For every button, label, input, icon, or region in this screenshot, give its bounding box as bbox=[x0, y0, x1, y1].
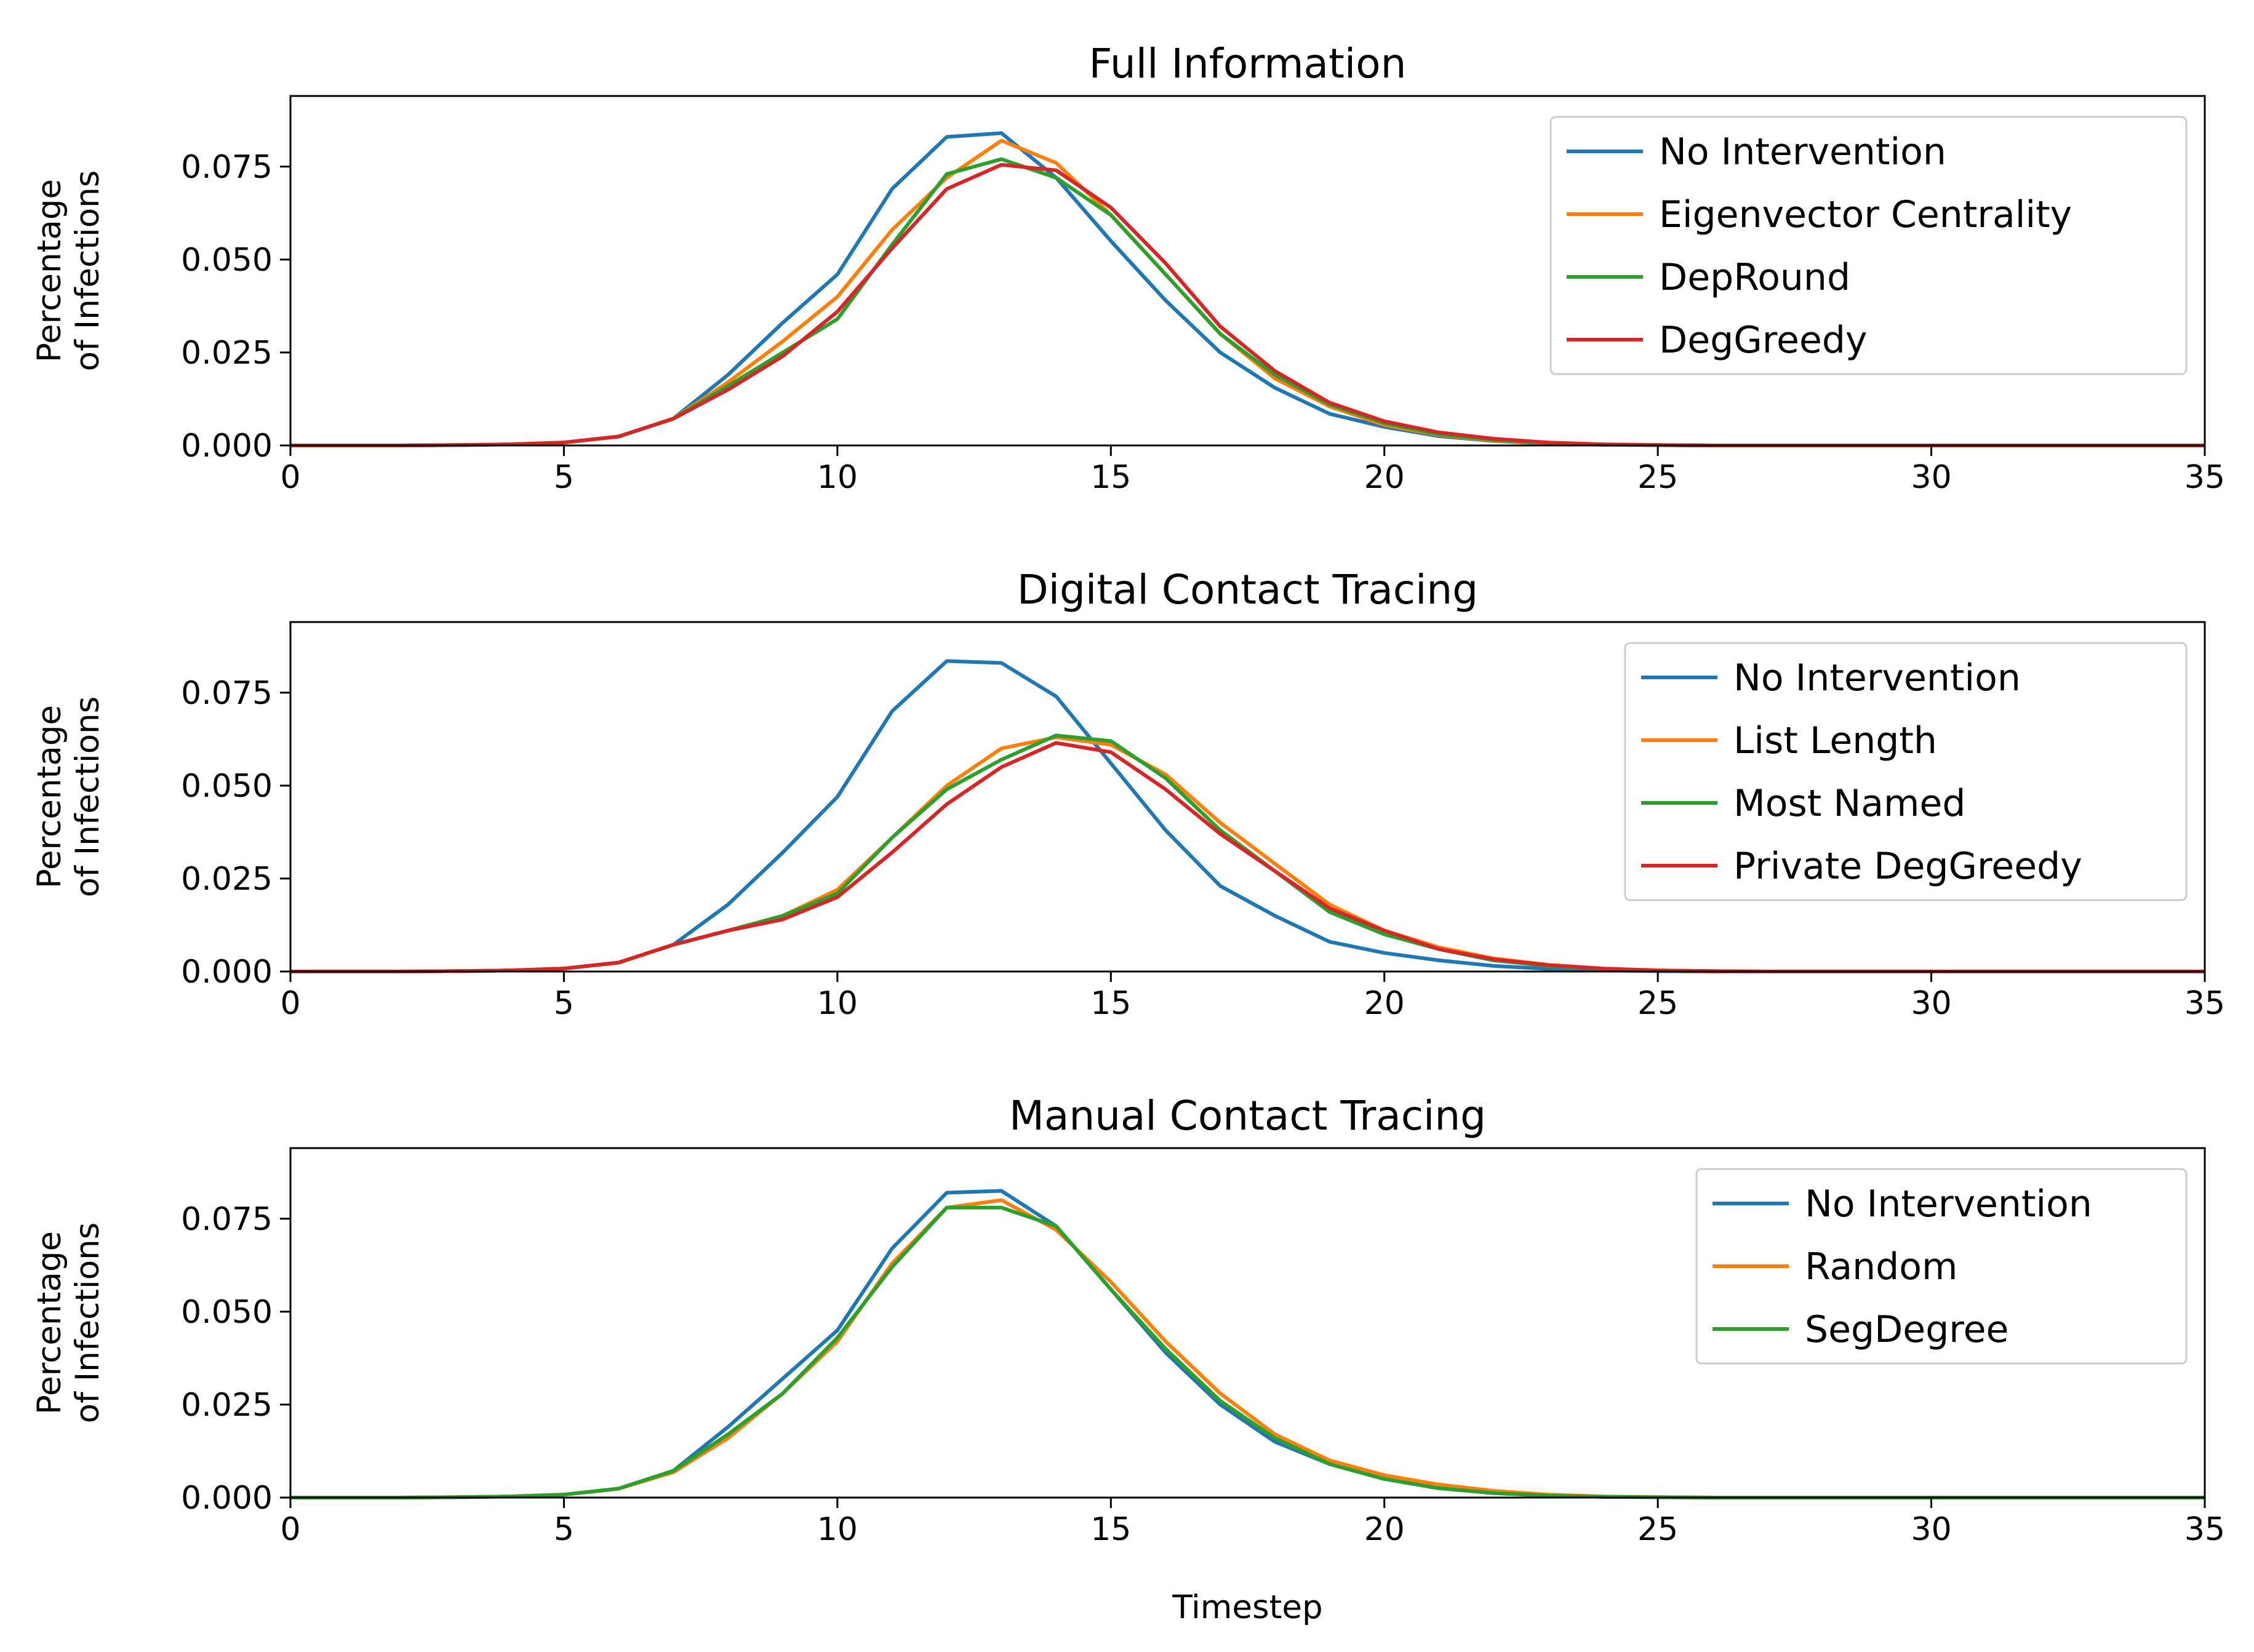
legend-label: Random bbox=[1805, 1245, 1957, 1288]
legend: No Intervention List Length Most Named Priv… bbox=[1624, 642, 2188, 901]
y-axis-label: Percentage bbox=[31, 1231, 68, 1415]
y-axis-label: of Infections bbox=[69, 1223, 106, 1424]
chart-title: Digital Contact Tracing bbox=[1017, 566, 1478, 613]
y-tick-label: 0.050 bbox=[181, 1294, 273, 1331]
x-tick-label: 35 bbox=[2184, 1511, 2225, 1548]
y-tick-label: 0.000 bbox=[181, 1480, 273, 1517]
legend-box bbox=[1624, 642, 2188, 901]
y-tick-label: 0.025 bbox=[181, 861, 273, 898]
x-tick-label: 20 bbox=[1364, 1511, 1405, 1548]
x-tick-label: 20 bbox=[1364, 459, 1405, 496]
legend-label: No Intervention bbox=[1659, 130, 1946, 174]
x-tick-label: 30 bbox=[1911, 1511, 1951, 1548]
legend-label: No Intervention bbox=[1805, 1183, 2092, 1226]
axes-frame bbox=[289, 95, 2206, 447]
y-tick-label: 0.025 bbox=[181, 335, 273, 372]
x-tick-label: 25 bbox=[1637, 459, 1678, 496]
x-tick-label: 10 bbox=[817, 985, 858, 1022]
x-tick-label: 5 bbox=[554, 985, 574, 1022]
legend-label: No Intervention bbox=[1733, 656, 2021, 700]
y-tick-label: 0.075 bbox=[181, 1201, 273, 1238]
x-tick-label: 0 bbox=[280, 459, 300, 496]
chart-title: Manual Contact Tracing bbox=[1009, 1092, 1486, 1139]
y-axis-label: Percentage bbox=[31, 705, 68, 888]
x-tick-label: 0 bbox=[280, 1511, 300, 1548]
x-tick-label: 15 bbox=[1090, 459, 1131, 496]
chart-title: Full Information bbox=[1089, 40, 1407, 87]
y-tick-label: 0.075 bbox=[181, 149, 273, 186]
subplot-2: 0 5 10 15 20 25 30 35 0.000 0.025 0.050 0.075 Digita… bbox=[31, 566, 2225, 1022]
axes-frame bbox=[289, 621, 2206, 973]
legend-label: DepRound bbox=[1659, 256, 1850, 299]
legend-label: Eigenvector Centrality bbox=[1659, 193, 2072, 236]
x-tick-label: 30 bbox=[1911, 985, 1951, 1022]
legend-label: Private DegGreedy bbox=[1733, 845, 2082, 888]
y-axis-label: Percentage bbox=[31, 179, 68, 362]
legend: No Intervention Eigenvector Centrality Dep… bbox=[1549, 116, 2188, 375]
y-tick-label: 0.000 bbox=[181, 428, 273, 465]
legend-label: DegGreedy bbox=[1659, 319, 1867, 362]
x-tick-label: 25 bbox=[1637, 985, 1678, 1022]
axes-frame bbox=[289, 1147, 2206, 1499]
x-tick-label: 35 bbox=[2184, 985, 2225, 1022]
legend-label: Most Named bbox=[1733, 782, 1965, 825]
y-tick-label: 0.075 bbox=[181, 675, 273, 712]
legend-label: List Length bbox=[1733, 719, 1937, 762]
x-tick-label: 15 bbox=[1090, 985, 1131, 1022]
legend-label: SegDegree bbox=[1805, 1308, 2008, 1351]
y-tick-label: 0.000 bbox=[181, 954, 273, 991]
x-tick-label: 30 bbox=[1911, 459, 1951, 496]
x-tick-label: 10 bbox=[817, 459, 858, 496]
x-tick-label: 10 bbox=[817, 1511, 858, 1548]
x-tick-label: 15 bbox=[1090, 1511, 1131, 1548]
x-tick-label: 5 bbox=[554, 459, 574, 496]
legend-box bbox=[1549, 116, 2188, 375]
y-tick-label: 0.025 bbox=[181, 1387, 273, 1424]
subplot-1: 0 5 10 15 20 25 30 35 0.000 0.025 0.050 0.075 Full I… bbox=[31, 40, 2225, 496]
legend-box bbox=[1695, 1168, 2188, 1365]
x-tick-label: 5 bbox=[554, 1511, 574, 1548]
y-tick-label: 0.050 bbox=[181, 768, 273, 805]
y-axis-label: of Infections bbox=[69, 170, 106, 372]
x-tick-label: 20 bbox=[1364, 985, 1405, 1022]
y-axis-label: of Infections bbox=[69, 696, 106, 898]
y-tick-label: 0.050 bbox=[181, 242, 273, 279]
x-tick-label: 0 bbox=[280, 985, 300, 1022]
x-tick-label: 35 bbox=[2184, 459, 2225, 496]
subplot-3: 0 5 10 15 20 25 30 35 0.000 0.025 0.050 0.075 Manual… bbox=[31, 1092, 2225, 1626]
legend: No Intervention Random SegDegree bbox=[1695, 1168, 2188, 1365]
x-axis-label: Timestep bbox=[1172, 1589, 1322, 1626]
x-tick-label: 25 bbox=[1637, 1511, 1678, 1548]
